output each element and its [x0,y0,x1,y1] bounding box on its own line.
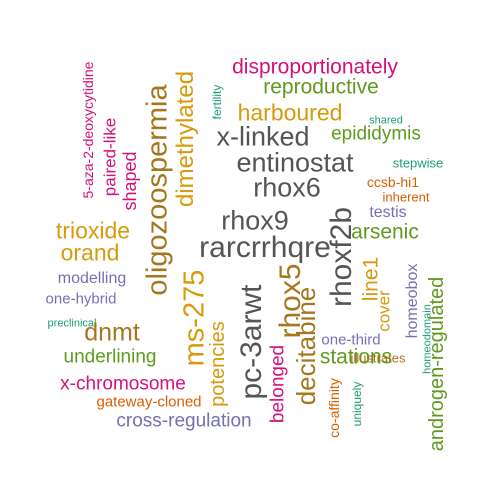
cloud-word: x-linked [216,121,310,152]
cloud-word: co-affinity [326,378,342,438]
cloud-word: orand [60,239,120,266]
cloud-word: underlining [63,346,157,368]
cloud-word: 5-aza-2-deoxycytidine [80,61,96,199]
cloud-word: homeobox [404,263,421,339]
cloud-word: disproportionately [232,55,398,79]
cloud-word: decitabine [291,286,321,406]
cloud-word: fertility [210,84,224,120]
cloud-word: rhoxf2b [325,206,358,308]
cloud-word: belonged [267,344,289,424]
cloud-word: stepwise [392,155,444,171]
cloud-word: x-chromosome [60,373,186,395]
cloud-word: rhox9 [221,205,289,236]
cloud-word: paired-like [100,117,120,197]
cloud-word: stations [319,345,393,369]
cloud-word: rhox6 [253,172,321,203]
cloud-word: one-third [321,331,381,349]
cloud-word: potencies [207,321,229,407]
cloud-word: arsenic [351,220,419,244]
cloud-word: trioxide [55,217,131,244]
cloud-word: epididymis [331,123,421,145]
cloud-word: ms-275 [178,269,211,367]
cloud-word: one-hybrid [45,290,117,308]
cloud-word: modelling [57,270,127,287]
cloud-word: reproductive [263,75,379,99]
cloud-word: oligozoospermia [141,84,174,296]
cloud-word: uniquely [350,381,364,427]
cloud-word: rarcrrhqre [199,231,331,264]
cloud-word: cross-regulation [116,410,252,432]
cloud-word: illustrates [350,350,406,366]
cloud-word: pc-3arwt [235,284,268,400]
cloud-word: preclinical [47,317,97,330]
cloud-word: inherent [382,189,430,205]
cloud-word: cover [374,290,394,332]
cloud-word: gateway-cloned [96,393,202,411]
cloud-word: shared [369,114,403,127]
cloud-word: harboured [237,99,343,126]
cloud-word: entinostat [236,147,354,178]
cloud-word: androgen-regulated [426,276,448,452]
cloud-word: ccsb-hi1 [366,174,420,190]
cloud-word: dimethylated [172,70,199,208]
cloud-word: shaped [120,151,140,211]
cloud-word: testis [369,204,407,221]
cloud-word: dnmt [84,318,140,347]
